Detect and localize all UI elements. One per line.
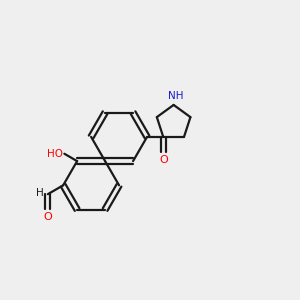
Text: O: O: [44, 212, 52, 222]
Text: NH: NH: [168, 91, 184, 100]
Text: O: O: [159, 155, 168, 165]
Text: H: H: [36, 188, 43, 198]
Text: HO: HO: [47, 149, 63, 159]
